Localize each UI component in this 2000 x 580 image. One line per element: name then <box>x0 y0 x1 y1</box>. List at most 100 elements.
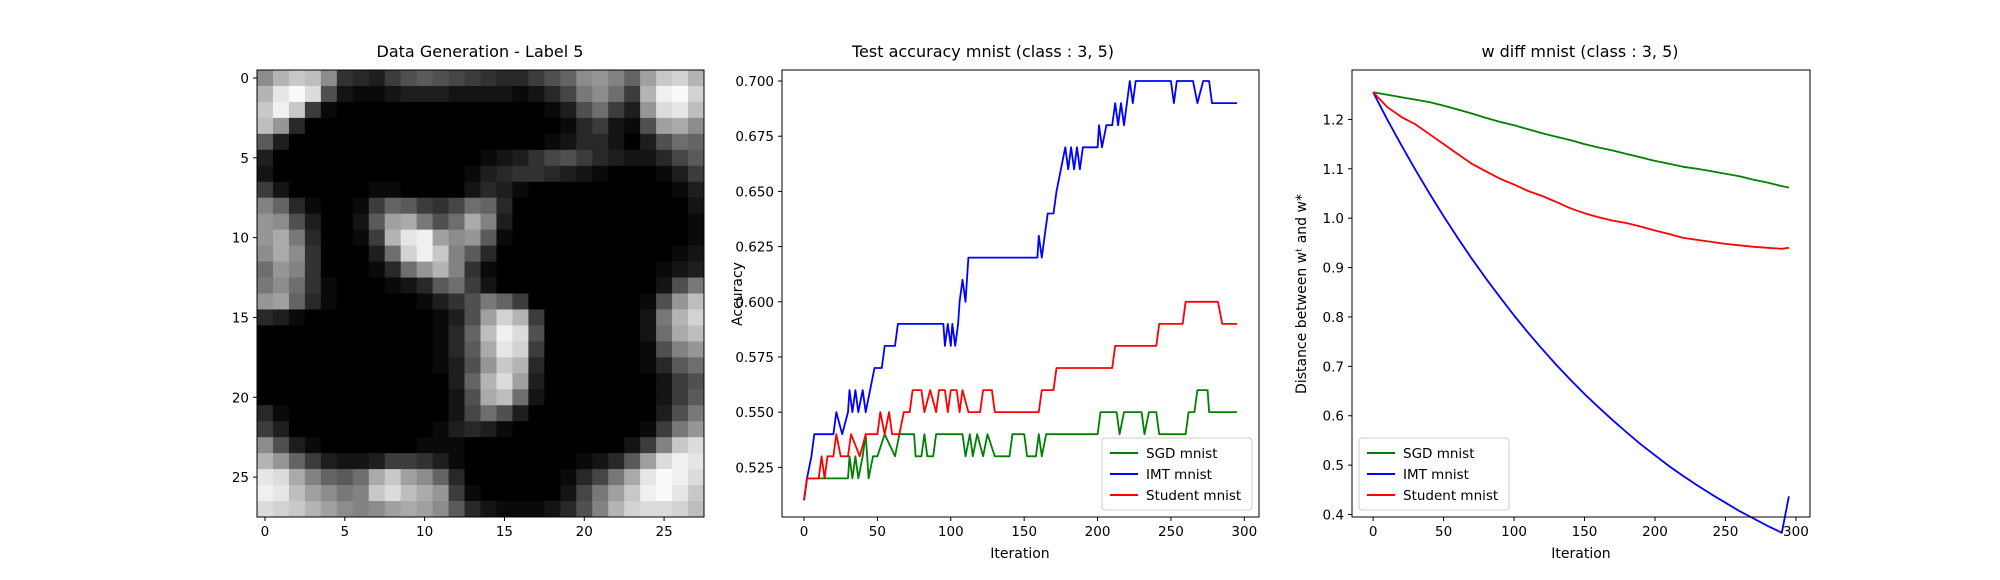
heatmap-cell <box>576 133 593 151</box>
heatmap-cell <box>672 469 689 486</box>
heatmap-cell <box>656 261 673 278</box>
heatmap-cell <box>544 245 561 262</box>
heatmap-cell <box>640 277 657 294</box>
heatmap-cell <box>544 341 561 358</box>
heatmap-cell <box>384 421 402 438</box>
heatmap-cell <box>272 165 290 183</box>
heatmap-cell <box>480 405 497 422</box>
heatmap-cell <box>640 229 657 246</box>
heatmap-cell <box>352 165 370 183</box>
heatmap-cell <box>384 501 402 518</box>
heatmap-cell <box>320 245 338 262</box>
x-tick-label: 300 <box>1783 524 1809 540</box>
heatmap-cell <box>320 421 338 438</box>
y-tick-label: 10 <box>232 231 249 247</box>
heatmap-cell <box>336 501 354 518</box>
heatmap-cell <box>592 469 609 486</box>
heatmap-cell <box>624 101 641 119</box>
legend-label: Student mnist <box>1403 488 1498 504</box>
heatmap-cell <box>257 197 274 215</box>
heatmap-cell <box>432 101 449 119</box>
heatmap-cell <box>512 293 529 310</box>
heatmap-cell <box>384 245 402 262</box>
heatmap-cell <box>288 213 306 231</box>
heatmap-cell <box>464 213 481 231</box>
heatmap-cell <box>528 405 545 422</box>
heatmap-cell <box>640 117 657 135</box>
heatmap-cell <box>272 341 290 358</box>
heatmap-cell <box>304 117 322 135</box>
heatmap-cell <box>448 70 465 87</box>
heatmap-cell <box>352 341 370 358</box>
heatmap-cell <box>432 245 449 262</box>
heatmap-cell <box>544 357 561 374</box>
heatmap-cell <box>672 229 689 246</box>
heatmap-cell <box>544 229 561 246</box>
heatmap-cell <box>352 181 370 199</box>
wdiff-title: w diff mnist (class : 3, 5) <box>1481 42 1678 61</box>
heatmap-cell <box>496 245 513 262</box>
heatmap-cell <box>304 373 322 390</box>
heatmap-cell <box>640 485 657 502</box>
heatmap-cell <box>416 70 433 87</box>
heatmap-cell <box>257 277 274 294</box>
heatmap-cell <box>608 421 625 438</box>
series-line-student-mnist <box>1372 91 1790 250</box>
heatmap-cell <box>448 501 465 518</box>
heatmap-cell <box>432 149 449 167</box>
heatmap-cell <box>640 213 657 231</box>
heatmap-cell <box>576 181 593 199</box>
legend-box <box>1358 437 1510 511</box>
heatmap-cell <box>352 501 370 518</box>
heatmap-cell <box>352 309 370 326</box>
heatmap-cell <box>368 101 386 119</box>
heatmap-cell <box>320 165 338 183</box>
heatmap-cell <box>416 181 433 199</box>
heatmap-cell <box>384 373 402 390</box>
heatmap-cell <box>512 501 529 518</box>
y-tick-label: 1.1 <box>1323 162 1344 178</box>
heatmap-cell <box>352 197 370 215</box>
heatmap-cell <box>416 325 433 342</box>
heatmap-cell <box>496 293 513 310</box>
heatmap-cell <box>576 405 593 422</box>
heatmap-cell <box>272 277 290 294</box>
heatmap-cell <box>480 437 497 454</box>
heatmap-cell <box>320 117 338 135</box>
heatmap-cell <box>432 437 449 454</box>
heatmap-cell <box>592 389 609 406</box>
heatmap-cell <box>640 101 657 119</box>
heatmap-cell <box>304 341 322 358</box>
heatmap-cell <box>352 133 370 151</box>
heatmap-cell <box>352 437 370 454</box>
heatmap-cell <box>656 437 673 454</box>
heatmap-cell <box>624 70 641 87</box>
heatmap-cell <box>384 309 402 326</box>
heatmap-cell <box>608 213 625 231</box>
heatmap-cell <box>416 469 433 486</box>
heatmap-cell <box>416 277 433 294</box>
heatmap-cell <box>384 197 402 215</box>
heatmap-cell <box>512 485 529 502</box>
heatmap-cell <box>576 293 593 310</box>
heatmap-cell <box>480 197 497 215</box>
x-tick-label: 100 <box>1501 524 1527 540</box>
heatmap-cell <box>304 485 322 502</box>
heatmap-cell <box>624 117 641 135</box>
heatmap-cell <box>304 245 322 262</box>
heatmap-cell <box>512 389 529 406</box>
heatmap-cell <box>288 197 306 215</box>
heatmap-cell <box>400 293 418 310</box>
wdiff-panel: w diff mnist (class : 3, 5) 0 50 100 150 200… <box>1294 42 1811 562</box>
heatmap-cell <box>576 245 593 262</box>
heatmap-cell <box>656 485 673 502</box>
heatmap-cell <box>592 437 609 454</box>
heatmap-cell <box>272 101 290 119</box>
heatmap-cell <box>448 197 465 215</box>
heatmap-cell <box>336 405 354 422</box>
heatmap-cell <box>480 373 497 390</box>
heatmap-cell <box>432 325 449 342</box>
heatmap-cell <box>576 357 593 374</box>
heatmap-cell <box>432 165 449 183</box>
heatmap-cell <box>257 261 274 278</box>
